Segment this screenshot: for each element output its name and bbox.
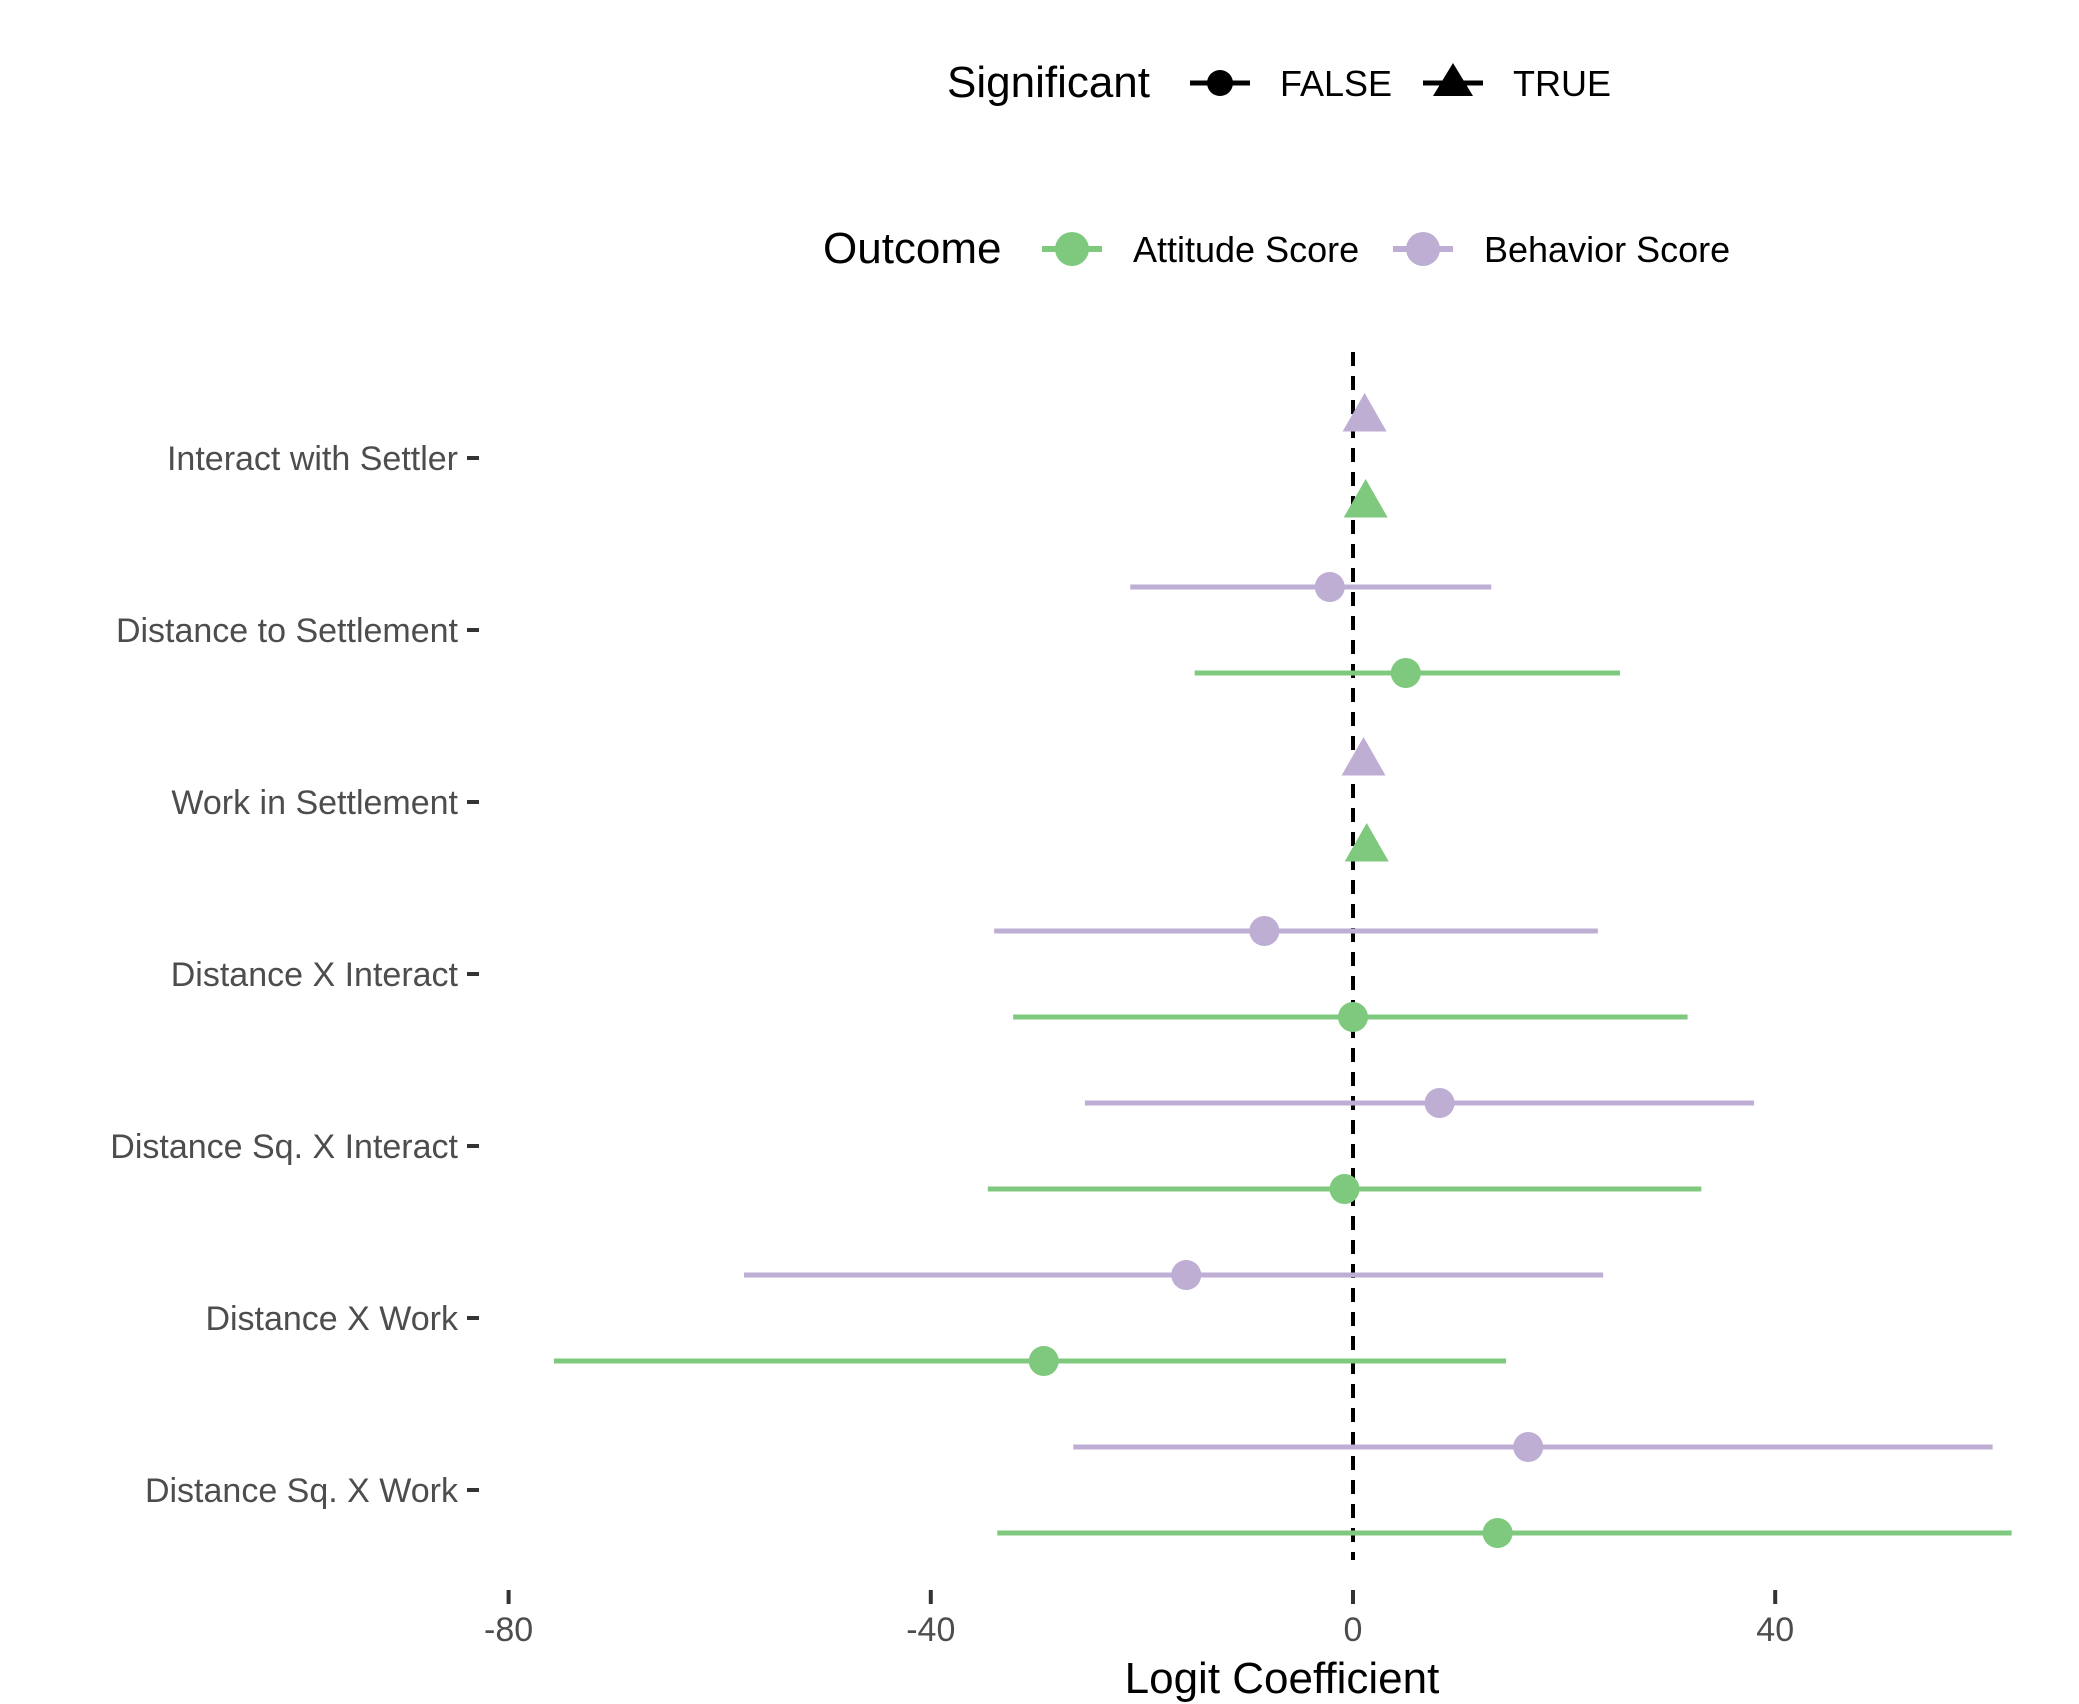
category-label: Distance X Interact bbox=[171, 956, 459, 994]
x-axis: -80 -40 0 40 bbox=[484, 1590, 1794, 1649]
point bbox=[1171, 1260, 1202, 1290]
legend-significant: Significant FALSE TRUE bbox=[947, 58, 1611, 107]
point bbox=[1338, 1002, 1368, 1032]
point-significant bbox=[1341, 737, 1386, 776]
legend-key-attitude bbox=[1042, 232, 1102, 266]
x-tick-label: 0 bbox=[1344, 1611, 1363, 1649]
series-behavior-score bbox=[743, 393, 1993, 1462]
category-label: Distance X Work bbox=[205, 1300, 459, 1338]
point-significant bbox=[1344, 823, 1389, 862]
category-label: Distance Sq. X Work bbox=[145, 1472, 459, 1510]
point-significant bbox=[1342, 393, 1387, 432]
legend-significant-title: Significant bbox=[947, 58, 1150, 107]
legend-label-behavior: Behavior Score bbox=[1484, 229, 1730, 270]
point bbox=[1329, 1174, 1360, 1204]
point bbox=[1482, 1518, 1513, 1548]
legend-outcome: Outcome Attitude Score Behavior Score bbox=[823, 224, 1730, 273]
legend-outcome-title: Outcome bbox=[823, 224, 1002, 273]
x-tick-label: -40 bbox=[906, 1611, 955, 1649]
category-label: Interact with Settler bbox=[167, 440, 458, 478]
legend-key-false bbox=[1190, 70, 1250, 96]
category-label: Work in Settlement bbox=[171, 784, 458, 822]
x-tick-label: 40 bbox=[1756, 1611, 1794, 1649]
point bbox=[1513, 1432, 1544, 1462]
point bbox=[1028, 1346, 1059, 1376]
data-marks bbox=[553, 393, 2012, 1548]
legend-key-behavior bbox=[1393, 232, 1453, 266]
series-attitude-score bbox=[553, 479, 2012, 1548]
category-label: Distance to Settlement bbox=[116, 612, 459, 650]
legend-key-true bbox=[1423, 63, 1483, 96]
legend-label-true: TRUE bbox=[1513, 63, 1611, 104]
point-significant bbox=[1343, 479, 1388, 518]
point bbox=[1314, 572, 1345, 602]
point bbox=[1390, 658, 1421, 688]
legend-label-attitude: Attitude Score bbox=[1133, 229, 1359, 270]
y-axis: Interact with Settler Distance to Settlem… bbox=[110, 440, 479, 1510]
legend-label-false: FALSE bbox=[1280, 63, 1392, 104]
x-tick-label: -80 bbox=[484, 1611, 533, 1649]
category-label: Distance Sq. X Interact bbox=[110, 1128, 458, 1166]
x-axis-title: Logit Coefficient bbox=[1125, 1654, 1440, 1703]
point bbox=[1424, 1088, 1455, 1118]
point bbox=[1249, 916, 1280, 946]
